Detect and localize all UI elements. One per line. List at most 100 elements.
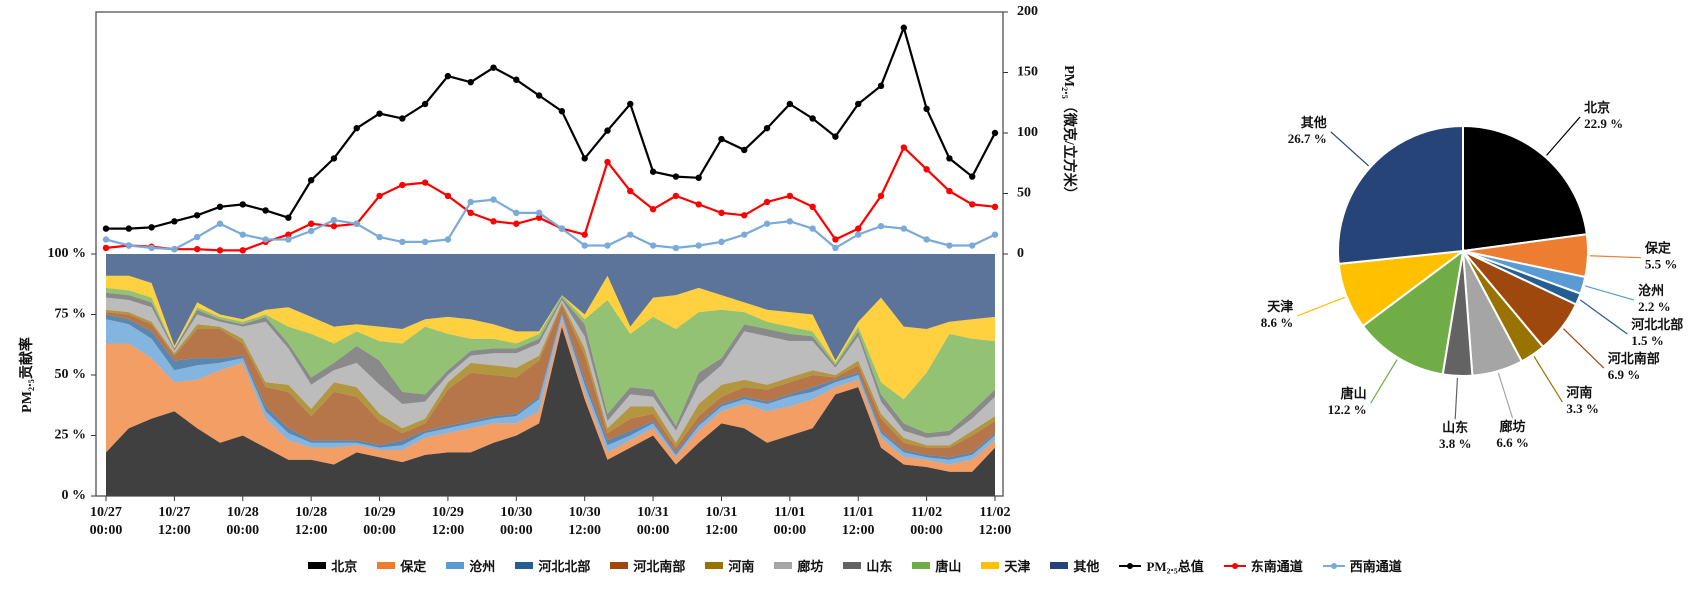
area-series <box>106 287 995 434</box>
x-tick-label: 10/30 12:00 <box>568 505 602 538</box>
line-point <box>946 242 953 249</box>
line-point <box>535 214 543 221</box>
pie-leader <box>1533 356 1563 403</box>
line-point <box>535 92 543 99</box>
legend-label: 保定 <box>400 559 427 574</box>
line-point <box>444 236 452 243</box>
legend-dot <box>1127 562 1134 569</box>
line-point <box>193 212 201 219</box>
line-point <box>832 236 839 243</box>
legend-swatch <box>912 562 931 569</box>
line-point <box>490 196 497 203</box>
x-tick-label: 11/02 00:00 <box>910 505 943 538</box>
line-point <box>421 238 429 246</box>
legend-swatch <box>377 562 396 569</box>
pie-value-label: 3.3 % <box>1566 401 1599 416</box>
y2-tick-label: 150 <box>1017 65 1038 80</box>
legend-item: 西南通道 <box>1322 556 1402 575</box>
line-point <box>102 236 110 243</box>
pie-label: 北京 <box>1584 100 1610 115</box>
legend-item: PM₂.₅总值 <box>1119 556 1204 575</box>
pie-leader <box>1330 131 1370 167</box>
legend-swatch <box>981 562 1000 569</box>
line-point <box>855 231 862 238</box>
pie-label: 河北南部 <box>1608 351 1660 366</box>
line-point <box>877 192 885 200</box>
area-series <box>106 302 995 448</box>
x-tick-label: 10/31 12:00 <box>705 505 738 538</box>
line-point <box>649 242 657 249</box>
pie-leader <box>1584 285 1635 301</box>
legend-label: 唐山 <box>935 559 962 574</box>
y2-tick-label: 200 <box>1017 4 1038 19</box>
legend-item: 保定 <box>377 556 426 575</box>
legend-item: 北京 <box>308 556 357 575</box>
y2-tick-label: 0 <box>1017 246 1024 261</box>
line-point <box>991 129 999 137</box>
y-tick-label: 0 % <box>62 488 87 503</box>
line-point <box>307 227 315 235</box>
line-point <box>148 224 155 231</box>
line-series <box>105 145 996 252</box>
legend-label: 山东 <box>866 559 893 574</box>
x-tick-label: 10/27 00:00 <box>89 505 123 538</box>
line-point <box>969 173 976 180</box>
y-axis-title: PM₂.₅贡献率 <box>18 337 35 413</box>
line-point <box>877 222 885 230</box>
pie-value-label: 26.7 % <box>1288 131 1327 146</box>
line-point <box>672 244 680 252</box>
line-point <box>262 236 269 243</box>
area-series <box>106 254 995 361</box>
line-point <box>376 110 383 117</box>
line-point <box>832 244 839 252</box>
line-point <box>399 181 406 189</box>
x-tick-label: 10/29 00:00 <box>363 505 396 538</box>
y-tick-label: 75 % <box>55 307 87 322</box>
x-tick-label: 10/27 12:00 <box>158 505 191 538</box>
line-point <box>923 105 930 113</box>
area-series <box>106 304 995 458</box>
line-point <box>421 100 429 108</box>
line-point <box>786 192 794 200</box>
line-point <box>467 78 474 86</box>
pie-value-label: 6.9 % <box>1608 367 1641 382</box>
legend-label: 河北北部 <box>538 559 591 574</box>
line-point <box>581 231 588 238</box>
line-point <box>900 144 908 151</box>
legend-item: 河南 <box>705 556 754 575</box>
x-tick-label: 11/01 12:00 <box>841 505 875 538</box>
line-point <box>285 214 292 221</box>
x-tick-label: 11/02 12:00 <box>978 505 1012 538</box>
line-point <box>991 203 999 211</box>
line-point <box>946 187 953 195</box>
legend-item: 廊坊 <box>774 556 823 575</box>
pie-value-label: 2.2 % <box>1638 299 1671 314</box>
pie-label: 沧州 <box>1638 283 1664 298</box>
line-point <box>558 225 566 232</box>
pie-label: 保定 <box>1644 241 1671 256</box>
line-point <box>171 218 178 225</box>
line-point <box>809 203 816 211</box>
line-point <box>763 220 771 227</box>
pie-leader <box>1370 359 1398 404</box>
line-point <box>513 76 520 83</box>
line-point <box>376 233 383 241</box>
line-point <box>627 231 634 238</box>
legend-dot <box>1330 562 1337 569</box>
pie-label: 河南 <box>1566 385 1592 400</box>
legend-label: 廊坊 <box>797 559 824 574</box>
x-tick-label: 10/29 12:00 <box>431 505 465 538</box>
line-point <box>969 242 976 249</box>
line-point <box>741 146 748 154</box>
line-point <box>969 201 976 208</box>
line-point <box>262 207 269 214</box>
pie-label: 唐山 <box>1341 386 1367 401</box>
pie-leader <box>1546 116 1581 156</box>
line-point <box>581 155 588 162</box>
legend-label: PM₂.₅总值 <box>1146 559 1204 574</box>
x-tick-label: 10/28 12:00 <box>294 505 328 538</box>
line-point <box>216 247 224 254</box>
y-tick-label: 50 % <box>55 367 87 382</box>
line-point <box>171 245 178 253</box>
